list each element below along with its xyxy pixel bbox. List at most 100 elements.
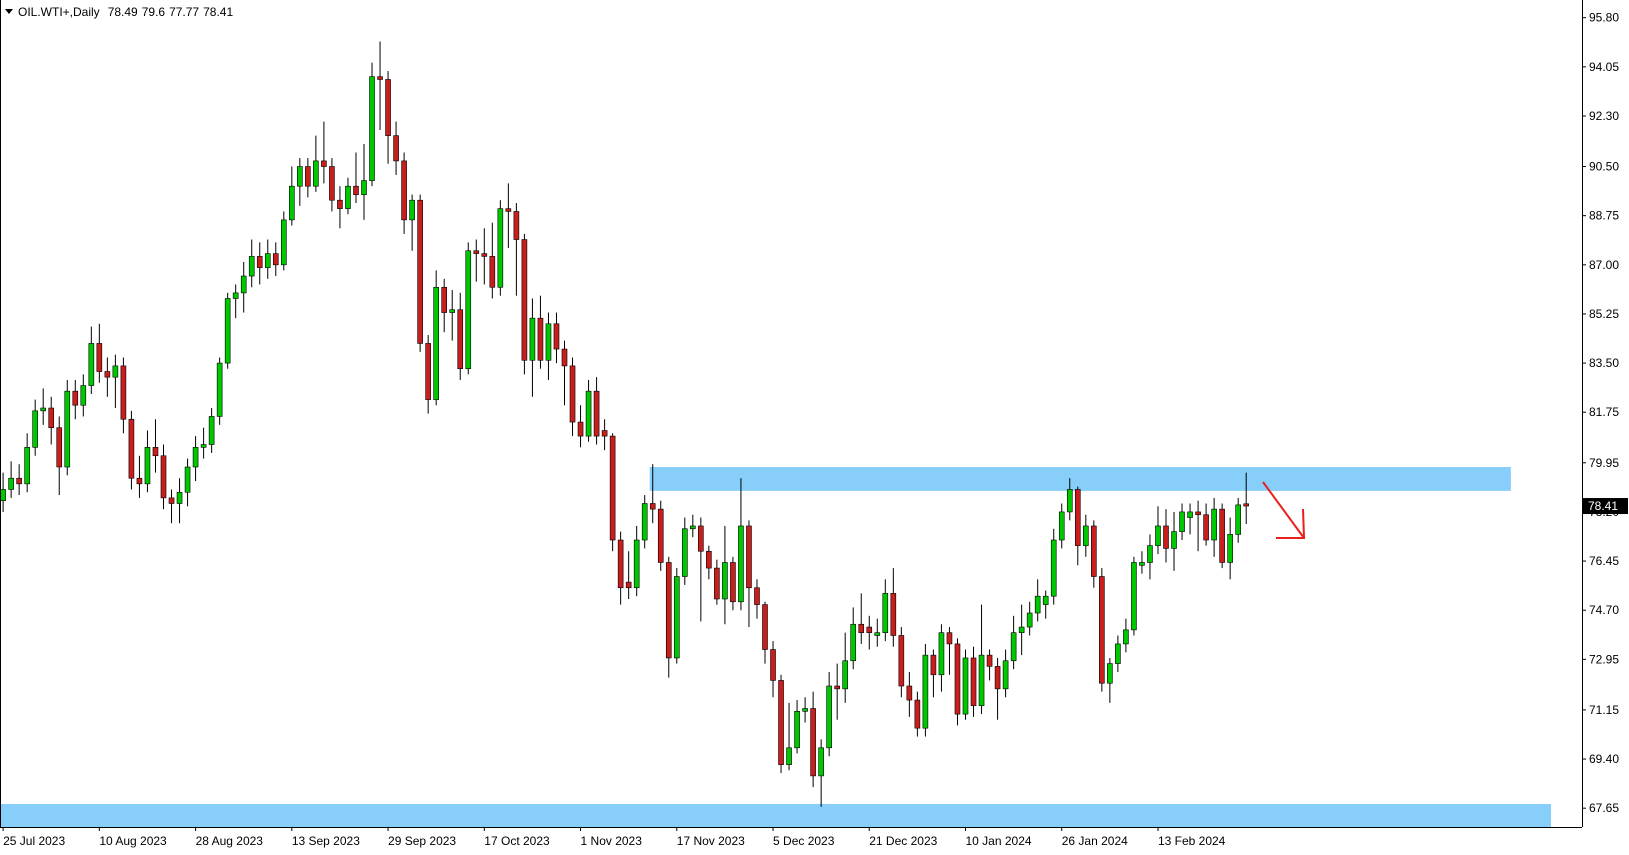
y-tick-label: 90.50 <box>1589 160 1619 174</box>
candle-body <box>120 365 127 420</box>
candle-body <box>240 275 247 294</box>
candle-body <box>401 160 407 221</box>
candle-body <box>706 550 712 569</box>
y-tick-label: 87.00 <box>1589 258 1619 272</box>
candle-body <box>329 166 335 201</box>
candle-body <box>224 298 231 364</box>
candle-body <box>88 343 95 386</box>
candle-body <box>826 685 832 749</box>
candle-body <box>1187 511 1193 518</box>
candle-body <box>8 477 14 490</box>
candle-body <box>1002 660 1009 690</box>
candle-body <box>1010 632 1017 662</box>
price-zone <box>0 803 1551 827</box>
candle-body <box>1074 489 1081 546</box>
candle-body <box>40 407 47 412</box>
candle-body <box>256 256 263 268</box>
candle-body <box>866 626 873 633</box>
y-tick-label: 81.75 <box>1589 405 1619 419</box>
candle-body <box>24 447 30 485</box>
candle-body <box>1131 562 1137 631</box>
candle-body <box>1091 525 1097 577</box>
candle-body <box>409 199 415 221</box>
candle-body <box>72 390 79 406</box>
candle-body <box>160 455 167 499</box>
candle-body <box>617 539 624 589</box>
candle-body <box>730 562 736 603</box>
candle-body <box>874 632 881 636</box>
candle-body <box>353 185 359 195</box>
candle-body <box>1163 525 1169 549</box>
candle-body <box>56 427 63 468</box>
candle-body <box>433 286 439 400</box>
y-tick-label: 92.30 <box>1589 109 1619 123</box>
candle-body <box>1227 534 1233 563</box>
candle-body <box>954 643 961 715</box>
candle-body <box>890 593 897 636</box>
y-tick-label: 88.75 <box>1589 209 1619 223</box>
candle-body <box>1034 595 1041 614</box>
candle-body <box>1155 525 1161 546</box>
candle-body <box>345 185 351 209</box>
candle-body <box>625 581 632 589</box>
candle-body <box>0 489 6 501</box>
candle-body <box>264 253 271 268</box>
candle-body <box>104 371 111 378</box>
menu-icon <box>5 9 13 14</box>
candle-body <box>978 654 985 706</box>
candle-body <box>1050 539 1057 597</box>
candle-body <box>377 76 383 80</box>
candle-body <box>1018 626 1025 633</box>
candle-body <box>601 430 608 437</box>
candle-body <box>938 632 945 676</box>
candle-body <box>914 699 921 729</box>
zones <box>0 466 1551 827</box>
candle-body <box>922 654 929 729</box>
candles <box>0 41 1249 807</box>
candle-body <box>698 525 704 552</box>
arrow-head <box>1276 508 1306 539</box>
candle-body <box>794 711 800 749</box>
candle-body <box>593 390 600 437</box>
candle-body <box>537 317 544 361</box>
y-tick-label: 83.50 <box>1589 356 1619 370</box>
candle-body <box>681 528 688 577</box>
y-tick-label: 69.40 <box>1589 752 1619 766</box>
y-tick-label: 71.15 <box>1589 703 1619 717</box>
candle-body <box>882 593 889 633</box>
x-tick-label: 29 Sep 2023 <box>388 834 456 848</box>
candle-body <box>754 587 760 605</box>
candle-body <box>577 421 584 437</box>
x-tick-label: 10 Aug 2023 <box>99 834 167 848</box>
candle-body <box>1171 531 1177 549</box>
x-tick-label: 17 Oct 2023 <box>484 834 550 848</box>
y-tick-label: 76.45 <box>1589 554 1619 568</box>
candle-body <box>393 135 399 162</box>
candle-body <box>136 477 143 485</box>
candle-body <box>962 657 969 715</box>
candle-body <box>649 503 656 510</box>
candle-body <box>1219 508 1225 563</box>
candle-body <box>497 208 504 288</box>
candle-body <box>1058 511 1065 541</box>
candle-body <box>786 747 792 765</box>
candle-body <box>1026 612 1033 628</box>
candle-body <box>425 343 431 400</box>
candle-body <box>585 390 592 437</box>
candle-body <box>770 649 776 681</box>
current-price-label: 78.41 <box>1588 499 1618 513</box>
candle-body <box>529 317 536 361</box>
x-tick-label: 10 Jan 2024 <box>966 834 1032 848</box>
candle-body <box>385 79 391 136</box>
candle-body <box>553 323 560 350</box>
candle-body <box>280 219 287 266</box>
candle-body <box>369 76 375 181</box>
x-tick-label: 5 Dec 2023 <box>773 834 835 848</box>
candle-body <box>289 185 295 221</box>
candle-body <box>361 180 367 195</box>
candle-body <box>858 623 865 633</box>
price-zone <box>649 466 1511 491</box>
candle-body <box>986 654 993 667</box>
candle-body <box>641 503 648 541</box>
